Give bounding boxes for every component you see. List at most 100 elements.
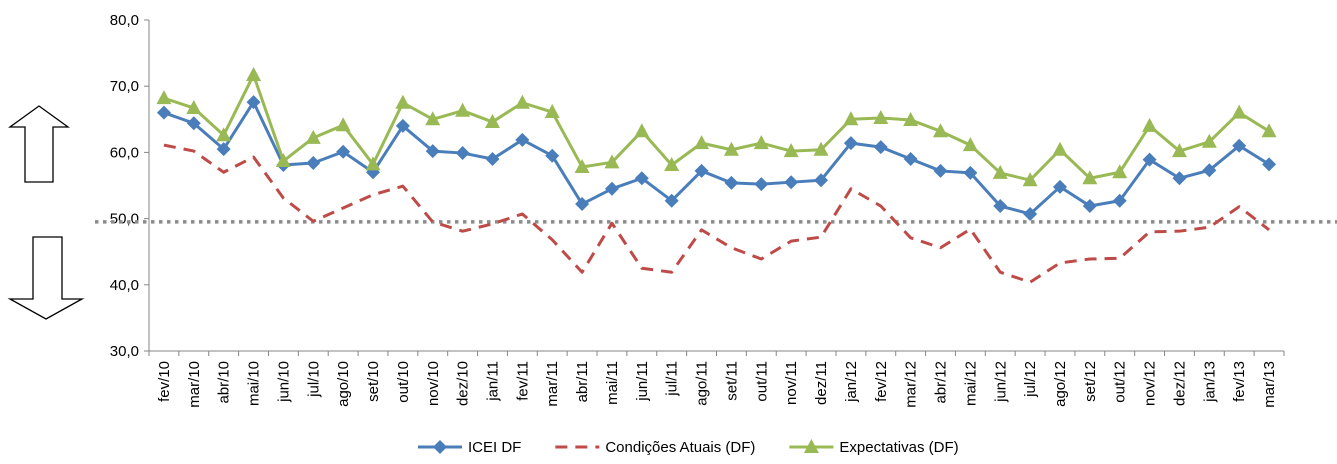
x-tick-label: jul/12 xyxy=(1022,361,1039,398)
down-arrow xyxy=(7,236,85,320)
x-tick-label: fev/12 xyxy=(873,361,890,402)
x-tick-label: set/11 xyxy=(723,361,740,401)
y-tick-label: 70,0 xyxy=(110,78,139,95)
x-tick-label: mai/10 xyxy=(246,361,263,406)
marker xyxy=(664,156,680,171)
marker xyxy=(156,90,172,105)
marker xyxy=(575,197,590,212)
x-tick-label: mar/11 xyxy=(544,361,561,407)
marker xyxy=(1112,193,1127,208)
marker xyxy=(335,117,351,132)
up-arrow xyxy=(7,105,71,183)
marker xyxy=(604,181,619,196)
x-tick-label: dez/10 xyxy=(455,361,472,406)
x-tick-label: jun/10 xyxy=(275,361,292,403)
marker xyxy=(962,137,978,152)
x-tick-label: jan/12 xyxy=(843,361,860,403)
x-tick-label: set/10 xyxy=(365,361,382,402)
marker xyxy=(336,144,351,159)
marker xyxy=(545,148,560,163)
marker xyxy=(843,111,859,126)
marker xyxy=(843,136,858,151)
y-tick-label: 40,0 xyxy=(110,277,139,294)
y-tick-label: 50,0 xyxy=(110,211,139,228)
y-tick-label: 60,0 xyxy=(110,144,139,161)
x-tick-label: out/12 xyxy=(1112,361,1129,403)
marker xyxy=(1052,179,1067,194)
marker xyxy=(873,140,888,155)
marker xyxy=(903,111,919,126)
marker xyxy=(306,155,321,170)
x-tick-label: fev/13 xyxy=(1231,361,1248,402)
marker xyxy=(1082,170,1098,185)
x-tick-label: abr/10 xyxy=(216,361,233,404)
x-tick-label: ago/10 xyxy=(335,361,352,407)
marker xyxy=(544,104,560,119)
marker xyxy=(1232,138,1247,153)
x-tick-label: fev/10 xyxy=(156,361,173,402)
series-line xyxy=(163,73,1270,182)
marker xyxy=(156,105,171,120)
marker xyxy=(186,100,202,115)
x-tick-label: abr/12 xyxy=(933,361,950,404)
marker xyxy=(963,165,978,180)
marker xyxy=(246,95,261,110)
x-tick-label: ago/12 xyxy=(1052,361,1069,407)
marker xyxy=(246,66,262,81)
marker xyxy=(694,135,710,150)
marker xyxy=(814,173,829,188)
marker xyxy=(634,123,650,138)
marker xyxy=(395,94,411,109)
series-line xyxy=(163,100,1270,216)
x-tick-label: nov/12 xyxy=(1142,361,1159,406)
x-tick-label: dez/11 xyxy=(813,361,830,405)
marker xyxy=(813,141,829,156)
marker xyxy=(1082,199,1097,214)
x-tick-label: out/10 xyxy=(395,361,412,403)
marker xyxy=(604,154,620,169)
marker xyxy=(514,94,530,109)
marker xyxy=(485,152,500,167)
marker xyxy=(216,142,231,157)
marker xyxy=(1142,117,1158,132)
x-tick-label: nov/11 xyxy=(783,361,800,405)
marker xyxy=(903,152,918,167)
x-tick-label: ago/11 xyxy=(694,361,711,406)
x-tick-label: jul/10 xyxy=(305,361,322,398)
x-tick-label: jul/11 xyxy=(664,361,681,397)
marker xyxy=(455,102,471,117)
marker xyxy=(1231,104,1247,119)
x-tick-label: set/12 xyxy=(1082,361,1099,402)
marker xyxy=(1112,164,1128,179)
marker xyxy=(933,163,948,178)
marker xyxy=(1201,133,1217,148)
marker xyxy=(1172,171,1187,186)
x-tick-label: jan/13 xyxy=(1201,361,1218,403)
marker xyxy=(783,143,799,158)
x-tick-label: mai/11 xyxy=(604,361,621,405)
marker xyxy=(484,113,500,128)
x-tick-label: nov/10 xyxy=(425,361,442,406)
marker xyxy=(455,146,470,161)
marker xyxy=(1023,206,1038,221)
marker xyxy=(1202,163,1217,178)
marker xyxy=(723,141,739,156)
marker xyxy=(873,109,889,124)
x-tick-label: abr/11 xyxy=(574,361,591,402)
series-line xyxy=(163,143,1270,284)
marker xyxy=(1261,123,1277,138)
marker xyxy=(933,123,949,138)
marker xyxy=(724,175,739,190)
legend-label: ICEI DF xyxy=(468,439,521,456)
x-tick-label: jun/11 xyxy=(634,361,651,402)
marker xyxy=(186,116,201,131)
x-tick-label: jan/11 xyxy=(484,361,501,402)
marker xyxy=(395,118,410,133)
x-tick-label: fev/11 xyxy=(514,361,531,401)
marker xyxy=(425,144,440,159)
marker xyxy=(305,129,321,144)
legend-label: Expectativas (DF) xyxy=(839,439,958,456)
marker xyxy=(275,153,291,168)
legend-label: Condições Atuais (DF) xyxy=(605,439,755,456)
